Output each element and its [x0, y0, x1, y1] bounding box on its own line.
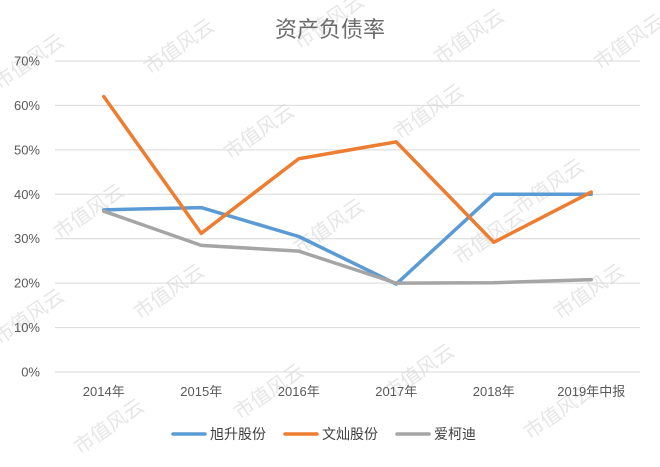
series-line-2: [102, 94, 593, 245]
x-tick-label: 2018年: [473, 384, 515, 399]
x-tick-label: 2015年: [180, 384, 222, 399]
watermark-text: 市值风云: [389, 79, 468, 145]
y-tick-label: 60%: [14, 98, 40, 113]
y-tick-label: 10%: [14, 320, 40, 335]
y-axis: 0% 10% 20% 30% 40% 50% 60% 70%: [14, 54, 40, 380]
x-tick-label: 2014年: [83, 384, 125, 399]
y-tick-label: 20%: [14, 276, 40, 291]
watermark-text: 市值风云: [49, 179, 128, 245]
legend: 旭升股份 文灿股份 爱柯迪: [171, 427, 476, 443]
y-tick-label: 70%: [14, 54, 40, 69]
y-tick-label: 0%: [21, 365, 40, 380]
series-lines: [102, 94, 593, 286]
legend-label: 文灿股份: [322, 427, 378, 443]
watermark-text: 市值风云: [129, 259, 208, 325]
x-axis: 2014年 2015年 2016年 2017年 2018年 2019年中报: [83, 384, 625, 399]
y-tick-label: 50%: [14, 142, 40, 157]
legend-label: 旭升股份: [210, 427, 266, 443]
watermark-text: 市值风云: [549, 259, 628, 325]
watermark-text: 市值风云: [509, 154, 588, 220]
x-tick-label: 2017年: [375, 384, 417, 399]
watermark-text: 市值风云: [429, 4, 508, 70]
watermark-text: 市值风云: [139, 14, 218, 80]
chart-title: 资产负债率: [275, 18, 385, 43]
watermark-text: 市值风云: [0, 284, 68, 350]
series-line-3: [102, 209, 593, 285]
watermark-text: 市值风云: [219, 99, 298, 165]
x-tick-label: 2016年: [278, 384, 320, 399]
y-tick-label: 40%: [14, 187, 40, 202]
x-tick-label: 2019年中报: [557, 384, 625, 399]
legend-label: 爱柯迪: [434, 427, 476, 443]
watermark-text: 市值风云: [69, 394, 148, 460]
watermark-text: 市值风云: [589, 9, 660, 75]
y-tick-label: 30%: [14, 231, 40, 246]
